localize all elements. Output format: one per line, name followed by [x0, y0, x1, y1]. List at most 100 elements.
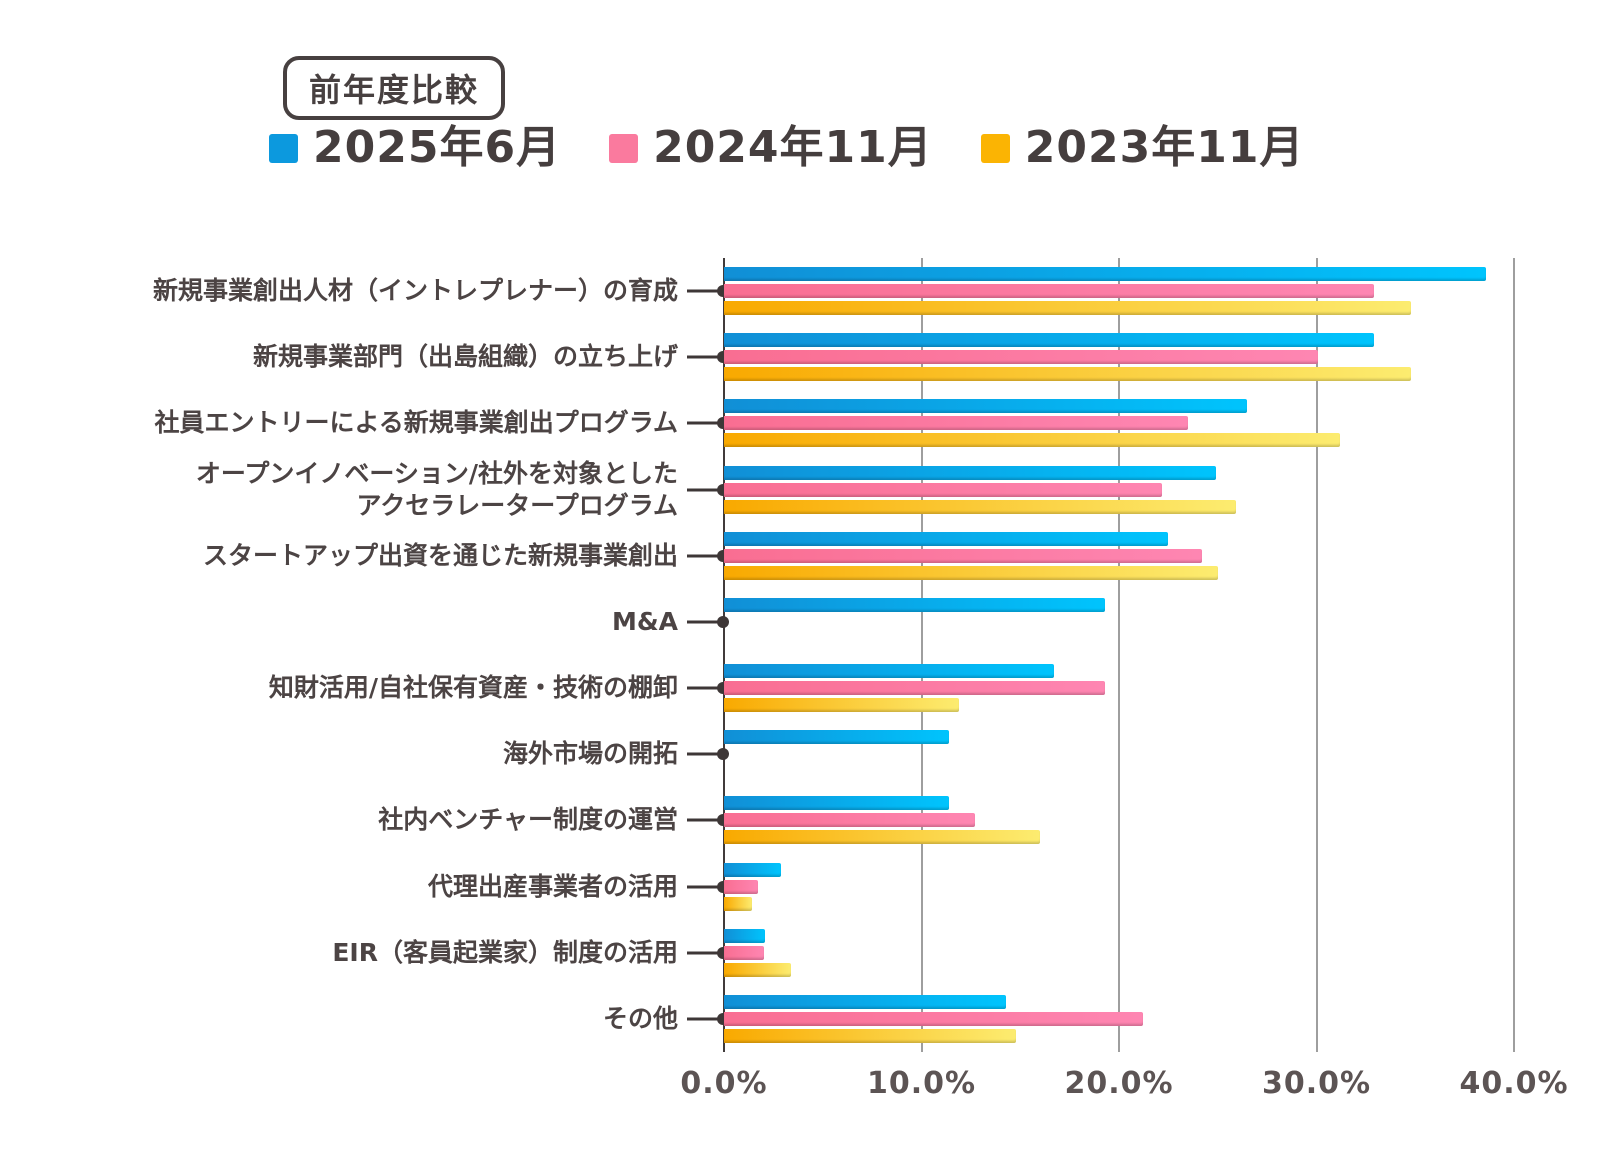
bar-2024-11-cat3 [724, 482, 1163, 497]
x-axis-tick-label: 20.0% [1064, 1066, 1174, 1101]
bar-2024-11-cat7 [724, 747, 949, 761]
category-label: スタートアップ出資を通じた新規事業創出 [202, 540, 678, 570]
bar-2023-11-cat3 [724, 499, 1236, 514]
category-label: M&A [611, 606, 678, 636]
legend-label: 2025年6月 [313, 122, 562, 173]
bar-2025-06-cat9 [724, 862, 782, 877]
bar-2025-06-cat10 [724, 928, 766, 943]
leader-line [687, 488, 723, 492]
legend-item-1: 2025年6月 [269, 126, 561, 170]
category-label: 海外市場の開拓 [502, 739, 678, 769]
gridline [1315, 258, 1318, 1052]
bar-2024-11-cat6 [724, 681, 1106, 696]
category-row: M&A [0, 589, 1600, 655]
bar-2023-11-cat1 [724, 367, 1412, 382]
bar-2024-11-cat11 [724, 1011, 1143, 1026]
bar-group [724, 465, 1236, 514]
bar-group [724, 664, 1106, 713]
bar-2025-06-cat11 [724, 994, 1007, 1009]
legend: 2025年6月 2024年11月 2023年11月 [269, 126, 1304, 170]
bar-2025-06-cat1 [724, 333, 1374, 348]
category-row: その他 [0, 986, 1600, 1052]
category-row: 社内ベンチャー制度の運営 [0, 787, 1600, 853]
bar-2023-11-cat6 [724, 698, 960, 713]
bar-2023-11-cat9 [724, 896, 752, 911]
bar-2023-11-cat5 [724, 632, 1105, 646]
category-label: 代理出産事業者の活用 [427, 871, 678, 901]
category-row: 新規事業創出人材（イントレプレナー）の育成 [0, 258, 1600, 324]
bar-2023-11-cat7 [724, 764, 949, 778]
bar-2023-11-cat2 [724, 433, 1341, 448]
bar-2025-06-cat6 [724, 664, 1054, 679]
chart-title-badge: 前年度比較 [283, 56, 506, 120]
bar-2023-11-cat10 [724, 962, 792, 977]
leader-line [687, 686, 723, 690]
x-axis-tick-label: 40.0% [1459, 1066, 1569, 1101]
bar-2024-11-cat10 [724, 945, 764, 960]
bar-2025-06-cat7 [724, 730, 950, 745]
y-axis-line [723, 258, 725, 1052]
x-axis-tick-label: 30.0% [1261, 1066, 1372, 1101]
leader-line [687, 951, 723, 955]
bar-2025-06-cat3 [724, 465, 1216, 480]
leader-line [687, 554, 723, 558]
category-label: 社員エントリーによる新規事業創出プログラム [154, 408, 678, 438]
bar-2024-11-cat9 [724, 879, 758, 894]
category-row: 社員エントリーによる新規事業創出プログラム [0, 390, 1600, 456]
bar-2025-06-cat5 [724, 597, 1106, 612]
leader-line [687, 1017, 723, 1021]
category-label: 新規事業部門（出島組織）の立ち上げ [252, 342, 678, 372]
gridline [1513, 258, 1515, 1052]
bar-group [724, 730, 950, 778]
bar-group [724, 399, 1341, 448]
category-label: 知財活用/自社保有資産・技術の棚卸 [268, 673, 678, 703]
leader-line [687, 818, 723, 822]
bar-2024-11-cat1 [724, 350, 1319, 365]
category-label: 社内ベンチャー制度の運営 [378, 805, 678, 835]
legend-swatch-icon [609, 133, 639, 163]
bar-2023-11-cat8 [724, 830, 1040, 845]
plot-area [723, 258, 1515, 1052]
bar-group [724, 333, 1412, 382]
category-row: 新規事業部門（出島組織）の立ち上げ [0, 324, 1600, 390]
category-label: その他 [602, 1003, 678, 1033]
leader-line [687, 355, 723, 359]
leader-line [687, 289, 723, 293]
legend-item-3: 2023年11月 [980, 122, 1305, 173]
bar-group [724, 928, 792, 977]
leader-line [687, 421, 723, 425]
bar-2023-11-cat0 [724, 301, 1412, 316]
leader-line [687, 620, 723, 624]
bar-2024-11-cat0 [724, 284, 1374, 299]
leader-dot [717, 615, 729, 628]
category-label: 新規事業創出人材（イントレプレナー）の育成 [152, 276, 678, 306]
category-row: オープンイノベーション/社外を対象とした アクセラレータープログラム [0, 457, 1600, 523]
category-label: EIR（客員起業家）制度の活用 [332, 937, 678, 967]
category-row: スタートアップ出資を通じた新規事業創出 [0, 523, 1600, 589]
leader-line [687, 885, 723, 889]
legend-swatch-icon [980, 133, 1010, 163]
legend-label: 2023年11月 [1024, 122, 1305, 173]
bar-2025-06-cat4 [724, 531, 1169, 546]
category-row: 知財活用/自社保有資産・技術の棚卸 [0, 655, 1600, 721]
category-row: 代理出産事業者の活用 [0, 854, 1600, 920]
x-axis-tick-label: 0.0% [680, 1066, 768, 1101]
bar-2024-11-cat4 [724, 548, 1202, 563]
bar-2023-11-cat4 [724, 565, 1218, 580]
category-row: EIR（客員起業家）制度の活用 [0, 920, 1600, 986]
leader-dot [717, 748, 729, 761]
gridline [920, 258, 923, 1052]
legend-label: 2024年11月 [653, 122, 933, 173]
category-row: 海外市場の開拓 [0, 721, 1600, 787]
x-axis-tick-label: 10.0% [866, 1066, 977, 1101]
bar-group [724, 267, 1487, 316]
legend-item-2: 2024年11月 [609, 126, 933, 170]
bar-2024-11-cat8 [724, 813, 975, 828]
bar-group [724, 862, 782, 911]
bar-group [724, 597, 1106, 646]
bar-2023-11-cat11 [724, 1028, 1017, 1043]
bar-2025-06-cat8 [724, 796, 950, 811]
category-label: オープンイノベーション/社外を対象とした アクセラレータープログラム [195, 458, 678, 520]
bar-group [724, 994, 1143, 1043]
